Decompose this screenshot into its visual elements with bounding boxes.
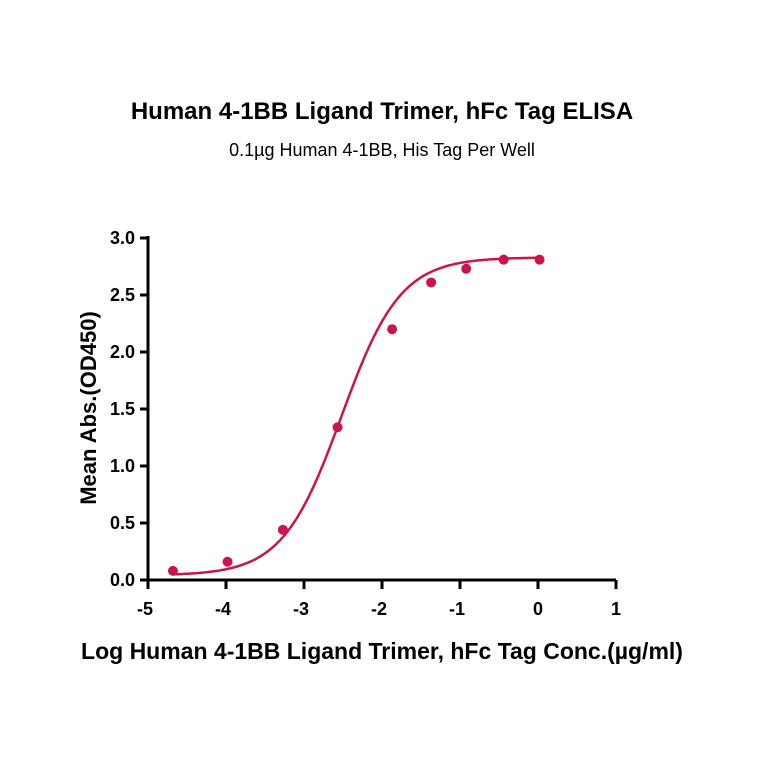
chart-subtitle: 0.1µg Human 4-1BB, His Tag Per Well: [229, 140, 535, 160]
x-tick-label: -3: [293, 599, 309, 619]
fit-curve: [172, 256, 540, 576]
data-point: [534, 254, 545, 265]
y-tick-label: 1.0: [110, 456, 135, 476]
x-tick-label: -1: [449, 599, 465, 619]
y-tick-label: 2.0: [110, 342, 135, 362]
data-points-layer: [167, 254, 545, 576]
data-point: [222, 556, 233, 567]
y-axis-label: Mean Abs.(OD450): [76, 311, 101, 505]
data-point: [498, 254, 509, 265]
x-tick-label: -2: [371, 599, 387, 619]
x-tick-label: 0: [533, 599, 543, 619]
axes: 0.0 0.5 1.0 1.5 2.0 2.5 3.0 -5 -4 -3 -2 -1 0 1: [110, 228, 621, 619]
y-tick-label: 1.5: [110, 399, 135, 419]
x-tick-label: -5: [137, 599, 153, 619]
y-tick-label: 3.0: [110, 228, 135, 248]
data-point: [461, 263, 472, 274]
chart-title: Human 4-1BB Ligand Trimer, hFc Tag ELISA: [130, 98, 634, 125]
y-tick-label: 0.0: [110, 570, 135, 590]
y-tick-label: 2.5: [110, 285, 135, 305]
x-axis-label: Log Human 4-1BB Ligand Trimer, hFc Tag C…: [81, 638, 683, 664]
data-point: [167, 565, 178, 576]
x-tick-label: -4: [215, 599, 231, 619]
data-point: [332, 422, 343, 433]
y-tick-label: 0.5: [110, 513, 135, 533]
x-tick-label: 1: [611, 599, 621, 619]
data-point: [426, 277, 437, 288]
data-point: [277, 524, 288, 535]
fit-curve-layer: [172, 256, 540, 576]
data-point: [387, 324, 398, 335]
